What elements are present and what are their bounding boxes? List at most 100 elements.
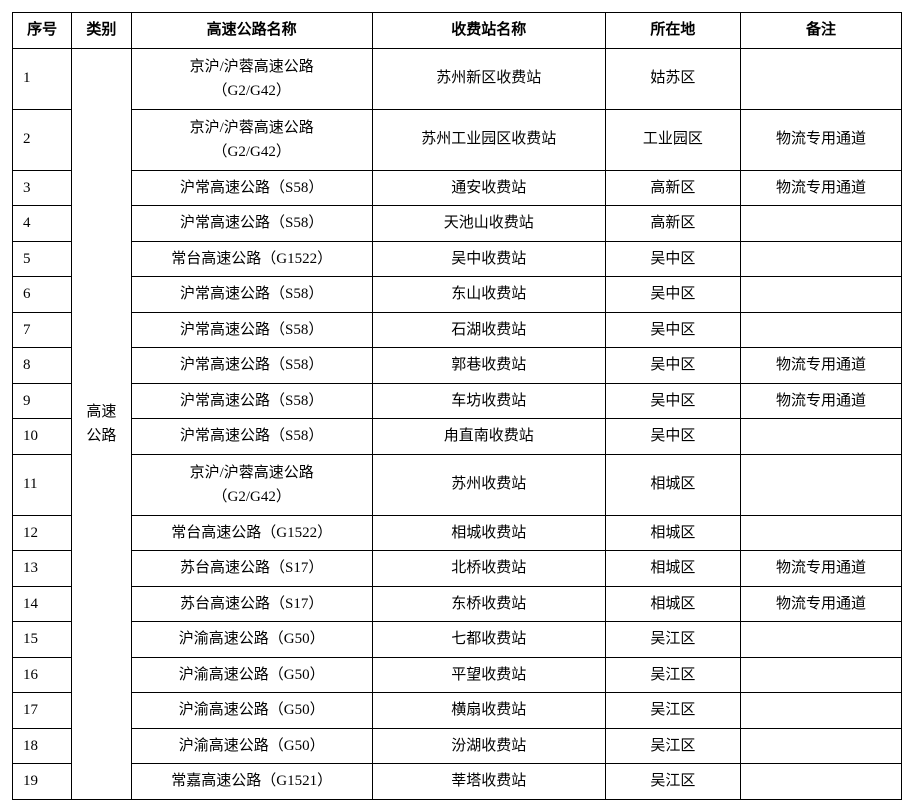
cell-note xyxy=(741,515,902,551)
cell-note xyxy=(741,277,902,313)
table-row: 9沪常高速公路（S58）车坊收费站吴中区物流专用通道 xyxy=(13,383,902,419)
table-row: 14 苏台高速公路（S17）东桥收费站相城区物流专用通道 xyxy=(13,586,902,622)
cell-toll-station: 东山收费站 xyxy=(372,277,605,313)
cell-location: 相城区 xyxy=(605,551,740,587)
cell-toll-station: 苏州新区收费站 xyxy=(372,48,605,109)
cell-highway: 沪常高速公路（S58） xyxy=(131,170,372,206)
table-body: 1高速公路京沪/沪蓉高速公路（G2/G42）苏州新区收费站姑苏区2京沪/沪蓉高速… xyxy=(13,48,902,799)
cell-location: 工业园区 xyxy=(605,109,740,170)
cell-note xyxy=(741,312,902,348)
cell-seq: 15 xyxy=(13,622,72,658)
cell-toll-station: 郭巷收费站 xyxy=(372,348,605,384)
cell-toll-station: 东桥收费站 xyxy=(372,586,605,622)
cell-highway: 常嘉高速公路（G1521） xyxy=(131,764,372,800)
cell-note: 物流专用通道 xyxy=(741,586,902,622)
table-row: 19 常嘉高速公路（G1521）莘塔收费站吴江区 xyxy=(13,764,902,800)
cell-highway: 沪常高速公路（S58） xyxy=(131,348,372,384)
cell-note: 物流专用通道 xyxy=(741,551,902,587)
cell-location: 高新区 xyxy=(605,170,740,206)
cell-seq: 7 xyxy=(13,312,72,348)
cell-seq: 5 xyxy=(13,241,72,277)
cell-seq: 12 xyxy=(13,515,72,551)
table-row: 18沪渝高速公路（G50）汾湖收费站吴江区 xyxy=(13,728,902,764)
cell-toll-station: 横扇收费站 xyxy=(372,693,605,729)
cell-highway: 苏台高速公路（S17） xyxy=(131,586,372,622)
cell-seq: 19 xyxy=(13,764,72,800)
cell-category: 高速公路 xyxy=(72,48,131,799)
cell-location: 吴江区 xyxy=(605,622,740,658)
cell-location: 相城区 xyxy=(605,586,740,622)
cell-note: 物流专用通道 xyxy=(741,109,902,170)
cell-toll-station: 甪直南收费站 xyxy=(372,419,605,455)
col-header-note: 备注 xyxy=(741,13,902,49)
cell-seq: 16 xyxy=(13,657,72,693)
cell-location: 吴江区 xyxy=(605,764,740,800)
table-row: 3沪常高速公路（S58）通安收费站高新区物流专用通道 xyxy=(13,170,902,206)
cell-highway: 苏台高速公路（S17） xyxy=(131,551,372,587)
cell-highway: 沪渝高速公路（G50） xyxy=(131,622,372,658)
col-header-cat: 类别 xyxy=(72,13,131,49)
cell-location: 吴中区 xyxy=(605,277,740,313)
table-row: 7沪常高速公路（S58）石湖收费站吴中区 xyxy=(13,312,902,348)
table-row: 6沪常高速公路（S58）东山收费站吴中区 xyxy=(13,277,902,313)
cell-highway: 沪常高速公路（S58） xyxy=(131,206,372,242)
cell-seq: 9 xyxy=(13,383,72,419)
cell-note: 物流专用通道 xyxy=(741,383,902,419)
cell-highway: 京沪/沪蓉高速公路（G2/G42） xyxy=(131,454,372,515)
table-header: 序号 类别 高速公路名称 收费站名称 所在地 备注 xyxy=(13,13,902,49)
cell-note xyxy=(741,419,902,455)
table-row: 15沪渝高速公路（G50）七都收费站吴江区 xyxy=(13,622,902,658)
cell-seq: 4 xyxy=(13,206,72,242)
cell-highway: 沪常高速公路（S58） xyxy=(131,277,372,313)
cell-toll-station: 天池山收费站 xyxy=(372,206,605,242)
cell-toll-station: 石湖收费站 xyxy=(372,312,605,348)
cell-highway: 沪渝高速公路（G50） xyxy=(131,693,372,729)
cell-location: 吴中区 xyxy=(605,241,740,277)
col-header-loc: 所在地 xyxy=(605,13,740,49)
cell-highway: 京沪/沪蓉高速公路（G2/G42） xyxy=(131,48,372,109)
cell-seq: 17 xyxy=(13,693,72,729)
table-row: 16 沪渝高速公路（G50）平望收费站吴江区 xyxy=(13,657,902,693)
cell-location: 吴江区 xyxy=(605,657,740,693)
cell-seq: 8 xyxy=(13,348,72,384)
cell-note xyxy=(741,206,902,242)
cell-location: 吴江区 xyxy=(605,693,740,729)
table-row: 4 沪常高速公路（S58）天池山收费站高新区 xyxy=(13,206,902,242)
cell-note xyxy=(741,657,902,693)
cell-note: 物流专用通道 xyxy=(741,170,902,206)
cell-note xyxy=(741,764,902,800)
cell-location: 相城区 xyxy=(605,454,740,515)
cell-seq: 13 xyxy=(13,551,72,587)
cell-seq: 2 xyxy=(13,109,72,170)
table-row: 5 常台高速公路（G1522）吴中收费站吴中区 xyxy=(13,241,902,277)
col-header-toll: 收费站名称 xyxy=(372,13,605,49)
cell-seq: 14 xyxy=(13,586,72,622)
table-row: 13苏台高速公路（S17）北桥收费站相城区物流专用通道 xyxy=(13,551,902,587)
table-row: 2 京沪/沪蓉高速公路（G2/G42）苏州工业园区收费站工业园区物流专用通道 xyxy=(13,109,902,170)
cell-highway: 常台高速公路（G1522） xyxy=(131,241,372,277)
table-row: 17 沪渝高速公路（G50）横扇收费站吴江区 xyxy=(13,693,902,729)
cell-highway: 沪渝高速公路（G50） xyxy=(131,657,372,693)
cell-seq: 1 xyxy=(13,48,72,109)
cell-location: 吴中区 xyxy=(605,383,740,419)
cell-note xyxy=(741,454,902,515)
cell-note xyxy=(741,693,902,729)
cell-note xyxy=(741,241,902,277)
cell-seq: 3 xyxy=(13,170,72,206)
col-header-seq: 序号 xyxy=(13,13,72,49)
table-row: 11京沪/沪蓉高速公路（G2/G42）苏州收费站相城区 xyxy=(13,454,902,515)
cell-seq: 10 xyxy=(13,419,72,455)
cell-highway: 常台高速公路（G1522） xyxy=(131,515,372,551)
col-header-hwy: 高速公路名称 xyxy=(131,13,372,49)
cell-location: 高新区 xyxy=(605,206,740,242)
table-row: 12常台高速公路（G1522）相城收费站相城区 xyxy=(13,515,902,551)
cell-highway: 京沪/沪蓉高速公路（G2/G42） xyxy=(131,109,372,170)
cell-toll-station: 吴中收费站 xyxy=(372,241,605,277)
cell-highway: 沪渝高速公路（G50） xyxy=(131,728,372,764)
cell-location: 吴江区 xyxy=(605,728,740,764)
cell-toll-station: 苏州工业园区收费站 xyxy=(372,109,605,170)
table-row: 10沪常高速公路（S58）甪直南收费站吴中区 xyxy=(13,419,902,455)
cell-location: 姑苏区 xyxy=(605,48,740,109)
cell-toll-station: 平望收费站 xyxy=(372,657,605,693)
cell-toll-station: 莘塔收费站 xyxy=(372,764,605,800)
